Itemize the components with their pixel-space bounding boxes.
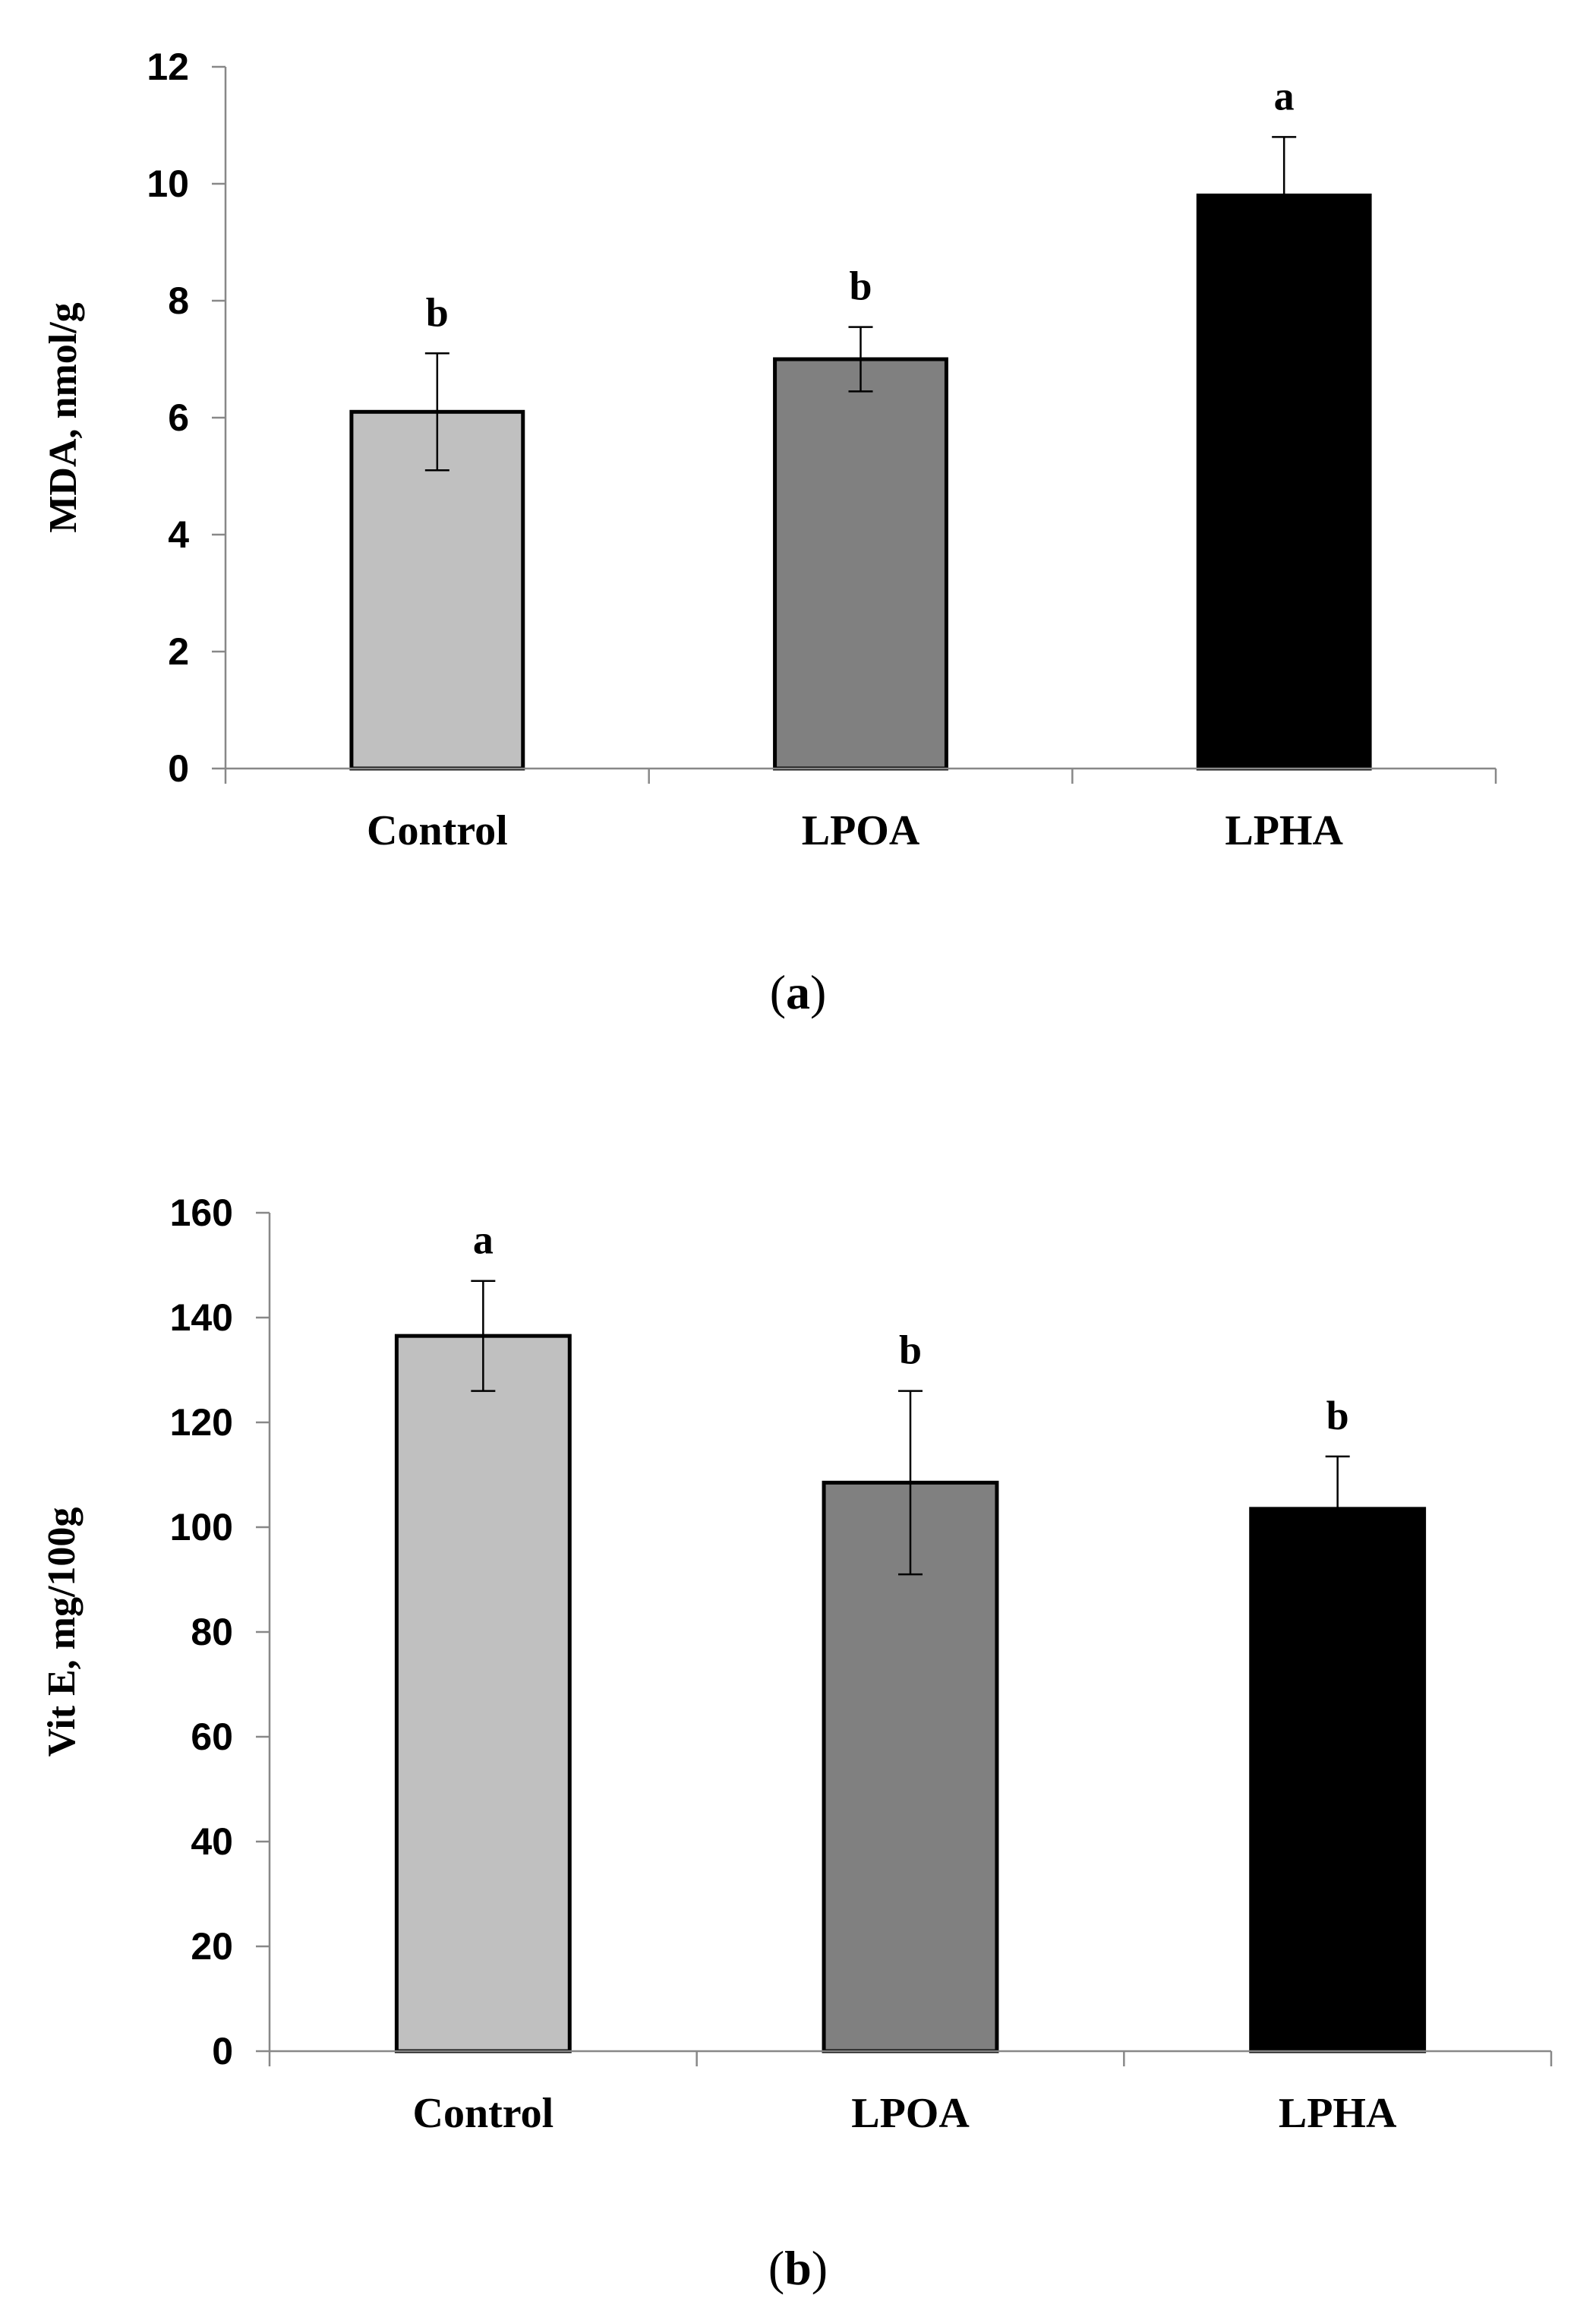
y-tick-label: 2: [168, 630, 189, 673]
error-bar-control: [471, 1280, 496, 1392]
chart-vit-e: a Control b LPOA b LPHA 0 20 40 60 80 100 120 140 160 V…: [40, 1192, 1553, 2137]
bar-lpha: [1249, 1507, 1427, 2053]
y-tick-label: 120: [170, 1401, 233, 1444]
y-tick-label: 0: [212, 2030, 233, 2072]
y-tick-label: 6: [168, 396, 189, 439]
x-tick-label-lpoa: LPOA: [851, 2090, 970, 2137]
bar-lpoa: [773, 357, 948, 771]
panel-label-a: (a): [770, 965, 827, 1019]
chart-mda: b Control b LPOA a LPHA 0 2 4 6 8 10 12 MDA, nmol/g: [42, 46, 1497, 854]
bar-control: [394, 1334, 572, 2053]
y-tick-label: 0: [168, 747, 189, 790]
error-bar-lpha: [1325, 1455, 1350, 1563]
error-bar-lpoa: [898, 1390, 923, 1576]
y-tick-label: 10: [147, 163, 189, 205]
panel-label-b: (b): [768, 2241, 828, 2295]
x-tick-label-lpha: LPHA: [1225, 807, 1343, 854]
x-tick-label-control: Control: [413, 2090, 554, 2137]
y-tick-label: 12: [147, 46, 189, 88]
y-axis-label: MDA, nmol/g: [42, 302, 85, 532]
bar-control: [349, 409, 525, 771]
y-tick-label: 60: [191, 1716, 233, 1758]
x-tick-label-control: Control: [367, 807, 508, 854]
significance-letter-lpoa: b: [899, 1327, 922, 1373]
y-tick-label: 20: [191, 1925, 233, 1968]
x-tick-label-lpoa: LPOA: [802, 807, 920, 854]
bar-lpha: [1196, 193, 1372, 771]
y-axis-label: Vit E, mg/100g: [40, 1507, 84, 1757]
y-tick-label: 80: [191, 1611, 233, 1653]
error-bar-lpoa: [848, 326, 873, 393]
significance-letter-control: a: [473, 1217, 494, 1263]
significance-letter-lpoa: b: [849, 264, 872, 309]
y-tick-label: 4: [168, 513, 189, 556]
significance-letter-control: b: [426, 289, 449, 335]
y-tick-label: 8: [168, 279, 189, 322]
significance-letter-lpha: b: [1326, 1393, 1349, 1438]
y-tick-label: 40: [191, 1820, 233, 1863]
error-bar-control: [424, 352, 449, 472]
x-tick-label-lpha: LPHA: [1279, 2090, 1397, 2137]
y-tick-label: 160: [170, 1192, 233, 1234]
error-bar-lpha: [1272, 136, 1297, 255]
significance-letter-lpha: a: [1274, 73, 1295, 118]
y-tick-label: 100: [170, 1506, 233, 1548]
y-tick-label: 140: [170, 1296, 233, 1339]
